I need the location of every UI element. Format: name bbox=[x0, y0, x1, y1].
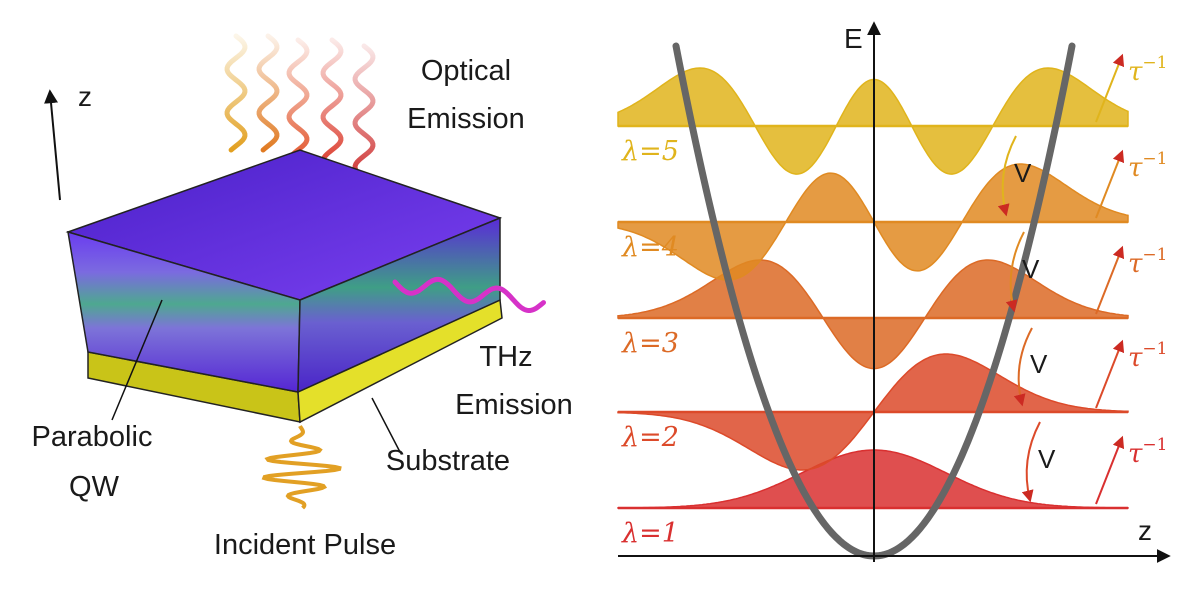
incident-pulse-wave bbox=[261, 425, 342, 510]
relaxation-label-2: τ−1 bbox=[1128, 339, 1167, 373]
optical-beam-1 bbox=[224, 33, 248, 153]
position-axis-label: z bbox=[1138, 515, 1152, 546]
relaxation-arrow-4 bbox=[1095, 149, 1125, 219]
coupling-arrow-3 bbox=[1005, 231, 1025, 313]
optical-emission-beams bbox=[224, 33, 376, 203]
parabolic-qw-pointer bbox=[111, 299, 163, 421]
level-label-2: λ=2 bbox=[621, 422, 679, 453]
qw-right-face bbox=[297, 216, 501, 394]
coupling-label-3: V bbox=[1022, 254, 1040, 284]
relaxation-arrow-2 bbox=[1095, 339, 1125, 409]
incident-pulse-label: Incident Pulse bbox=[214, 529, 396, 561]
coupling-arrow-1 bbox=[1021, 421, 1041, 503]
relaxation-arrow-1 bbox=[1095, 435, 1125, 505]
relaxation-exponent-4: −1 bbox=[1142, 149, 1167, 169]
optical-beam-4 bbox=[320, 37, 344, 183]
optical-beam-2 bbox=[256, 33, 280, 153]
optical-beam-3 bbox=[286, 37, 310, 173]
z-axis-label: z bbox=[78, 81, 92, 112]
right-panel: λ=1 λ=2 λ=3 λ=4 λ=5 E z τ−1 Vτ−1 Vτ−1 Vτ−1 Vτ−1 bbox=[617, 21, 1171, 563]
level-label-4: λ=4 bbox=[621, 232, 679, 263]
relaxation-exponent-1: −1 bbox=[1142, 435, 1167, 455]
relaxation-exponent-2: −1 bbox=[1142, 339, 1167, 359]
level-label-1: λ=1 bbox=[621, 518, 679, 549]
coupling-arrow-4 bbox=[997, 135, 1017, 217]
optical-emission-label-1: Optical bbox=[421, 55, 511, 87]
z-axis-arrow bbox=[44, 89, 61, 201]
left-panel: z Optical Emission THz Emission Paraboli… bbox=[32, 33, 573, 561]
parabolic-qw-label-1: Parabolic bbox=[32, 421, 153, 453]
parabolic-qw-label-2: QW bbox=[69, 471, 120, 503]
relaxation-exponent-3: −1 bbox=[1142, 245, 1167, 265]
relaxation-label-5: τ−1 bbox=[1128, 53, 1167, 87]
relaxation-arrow-3 bbox=[1095, 245, 1125, 315]
optical-emission-label-2: Emission bbox=[407, 103, 525, 135]
thz-emission-label-2: Emission bbox=[455, 389, 573, 421]
relaxation-arrow-5 bbox=[1095, 53, 1125, 123]
relaxation-label-4: τ−1 bbox=[1128, 149, 1167, 183]
coupling-arrow-2 bbox=[1013, 327, 1033, 407]
substrate-pointer bbox=[371, 397, 401, 453]
relaxation-label-3: τ−1 bbox=[1128, 245, 1167, 279]
substrate-label: Substrate bbox=[386, 445, 510, 477]
energy-axis-label: E bbox=[844, 23, 863, 54]
level-label-3: λ=3 bbox=[621, 328, 679, 359]
coupling-label-4: V bbox=[1014, 158, 1032, 188]
thz-emission-label-1: THz bbox=[479, 341, 532, 373]
level-label-5: λ=5 bbox=[621, 136, 679, 167]
relaxation-exponent-5: −1 bbox=[1142, 53, 1167, 73]
relaxation-label-1: τ−1 bbox=[1128, 435, 1167, 469]
thz-emission-wave bbox=[392, 276, 546, 313]
coupling-label-1: V bbox=[1038, 444, 1056, 474]
coupling-label-2: V bbox=[1030, 349, 1048, 379]
